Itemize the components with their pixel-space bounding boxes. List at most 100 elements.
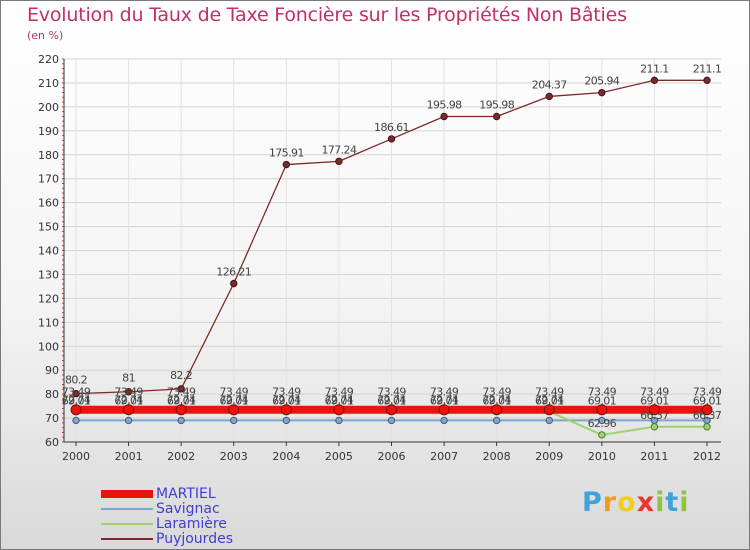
legend-label: MARTIEL — [156, 486, 216, 502]
y-tick-label: 130 — [38, 268, 59, 281]
x-tick-label: 2011 — [640, 450, 668, 463]
logo-letter: i — [679, 487, 690, 518]
data-label: 69.01 — [430, 394, 459, 407]
data-label: 73.49 — [640, 386, 669, 399]
data-point — [438, 404, 450, 416]
y-tick-label: 160 — [38, 197, 59, 210]
series-martiel — [70, 404, 713, 416]
data-point — [230, 279, 238, 288]
legend-swatch — [101, 490, 153, 498]
data-point — [440, 416, 448, 425]
data-label: 82.2 — [170, 369, 192, 382]
data-label: 80.2 — [65, 374, 87, 387]
data-point — [492, 112, 501, 121]
data-label: 72.74 — [430, 394, 459, 407]
y-tick-label: 110 — [38, 316, 59, 329]
y-tick-label: 180 — [38, 149, 59, 162]
data-label: 69.01 — [377, 394, 406, 407]
x-tick-label: 2006 — [378, 450, 406, 463]
data-label: 69.01 — [325, 394, 354, 407]
data-label: 73.49 — [535, 386, 564, 399]
x-tick-label: 2010 — [588, 450, 616, 463]
data-point — [177, 385, 185, 393]
y-tick-label: 80 — [45, 388, 59, 401]
data-label: 195.98 — [427, 98, 462, 111]
grid-lines — [64, 58, 721, 443]
data-point — [543, 404, 555, 416]
logo-letter: o — [617, 487, 637, 518]
y-tick-label: 150 — [38, 221, 59, 234]
data-label: 73.49 — [62, 386, 91, 399]
data-point — [177, 416, 185, 425]
x-tick-label: 2002 — [167, 450, 195, 463]
data-point — [703, 423, 711, 431]
data-point — [648, 404, 660, 416]
data-point — [124, 388, 133, 396]
legend-swatch — [101, 523, 153, 525]
x-tick-label: 2007 — [430, 450, 458, 463]
data-label: 72.74 — [272, 394, 301, 407]
data-label: 81 — [122, 372, 135, 385]
data-label: 66.37 — [640, 409, 669, 422]
data-label: 69.01 — [535, 394, 564, 407]
x-tick-label: 2005 — [325, 450, 353, 463]
x-tick-label: 2009 — [535, 450, 563, 463]
legend-item-laramire: Laramière — [101, 516, 301, 532]
data-label: 177.24 — [321, 143, 356, 156]
data-label: 72.74 — [114, 394, 143, 407]
legend-label: Laramière — [156, 516, 227, 532]
data-point — [703, 76, 711, 85]
data-point — [228, 404, 240, 416]
data-label: 205.94 — [584, 75, 619, 88]
data-label: 69.01 — [588, 394, 617, 407]
y-tick-label: 120 — [38, 292, 59, 305]
data-label: 72.74 — [377, 394, 406, 407]
data-point — [335, 157, 343, 166]
y-tick-label: 190 — [38, 125, 59, 138]
legend-swatch — [101, 508, 153, 510]
data-label: 73.49 — [325, 386, 354, 399]
y-tick-label: 100 — [38, 340, 59, 353]
legend-item-puyjourdes: Puyjourdes — [101, 531, 301, 547]
axes: 60 70 80 90 100 110 120 130 140 150 160 170 180 190 20… — [38, 53, 721, 463]
data-label: 73.49 — [167, 386, 196, 399]
data-label: 69.01 — [167, 394, 196, 407]
logo-letter: i — [655, 487, 666, 518]
data-label: 72.74 — [220, 394, 249, 407]
data-label: 73.49 — [693, 386, 722, 399]
data-point — [545, 92, 553, 101]
data-label: 211.1 — [693, 62, 722, 75]
data-point — [333, 404, 345, 416]
data-point — [650, 423, 659, 431]
y-tick-label: 140 — [38, 245, 59, 258]
data-label: 73.49 — [220, 386, 249, 399]
data-label: 69.01 — [220, 394, 249, 407]
series-savignac — [72, 416, 711, 425]
chart-title: Evolution du Taux de Taxe Foncière sur l… — [27, 4, 627, 26]
legend-item-savignac: Savignac — [101, 501, 301, 517]
data-point — [123, 404, 135, 416]
x-tick-label: 2003 — [220, 450, 248, 463]
series-lines — [70, 76, 713, 439]
y-tick-label: 200 — [38, 101, 59, 114]
data-label: 73.49 — [588, 386, 617, 399]
data-point — [596, 404, 608, 416]
data-label: 175.91 — [269, 147, 304, 160]
proxiti-logo: Proxiti — [582, 487, 690, 518]
x-tick-label: 2000 — [62, 450, 90, 463]
data-label: 211.1 — [640, 62, 669, 75]
data-label: 69.01 — [272, 394, 301, 407]
series-puyjourdes — [72, 76, 711, 398]
data-label: 186.61 — [374, 121, 409, 134]
legend: MARTIEL Savignac Laramière Puyjourdes — [101, 486, 301, 547]
data-label: 62.96 — [588, 417, 617, 430]
x-tick-label: 2001 — [115, 450, 143, 463]
data-label: 126.21 — [216, 266, 251, 279]
data-point — [440, 112, 448, 121]
data-label: 69.01 — [693, 394, 722, 407]
data-point — [282, 160, 291, 169]
data-label: 66.37 — [693, 409, 722, 422]
data-label: 69.01 — [640, 394, 669, 407]
